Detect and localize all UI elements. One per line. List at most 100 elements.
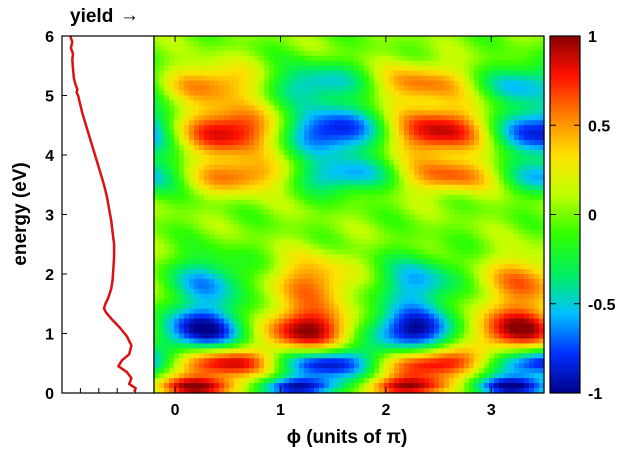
heatmap-cell bbox=[154, 278, 160, 285]
heatmap-cell bbox=[154, 115, 160, 121]
heatmap-cell bbox=[359, 155, 365, 161]
heatmap-cell bbox=[284, 209, 290, 216]
heatmap-cell bbox=[259, 214, 265, 221]
heatmap-cell bbox=[404, 224, 410, 230]
heatmap-cell bbox=[374, 283, 380, 290]
heatmap-cell bbox=[299, 264, 305, 270]
heatmap-cell bbox=[464, 323, 470, 330]
heatmap-cell bbox=[299, 194, 305, 201]
heatmap-cell bbox=[479, 169, 485, 176]
heatmap-cell bbox=[339, 80, 345, 87]
heatmap-cell bbox=[439, 264, 445, 270]
heatmap-cell bbox=[474, 120, 480, 126]
heatmap-cell bbox=[424, 199, 430, 206]
heatmap-cell bbox=[389, 140, 395, 146]
heatmap-cell bbox=[344, 130, 350, 136]
heatmap-cell bbox=[459, 204, 465, 211]
heatmap-cell bbox=[374, 343, 380, 349]
heatmap-cell bbox=[424, 90, 430, 97]
heatmap-cell bbox=[374, 239, 380, 245]
heatmap-cell bbox=[329, 293, 335, 300]
heatmap-cell bbox=[294, 269, 300, 275]
heatmap-cell bbox=[254, 100, 260, 107]
heatmap-cell bbox=[529, 110, 535, 116]
heatmap-cell bbox=[289, 179, 295, 186]
heatmap-cell bbox=[354, 244, 360, 250]
heatmap-cell bbox=[434, 274, 440, 280]
heatmap-cell bbox=[269, 209, 275, 216]
heatmap-cell bbox=[484, 130, 490, 136]
heatmap-cell bbox=[344, 95, 350, 102]
heatmap-cell bbox=[274, 259, 280, 265]
heatmap-cell bbox=[234, 85, 240, 92]
heatmap-cell bbox=[389, 249, 395, 255]
heatmap-cell bbox=[219, 323, 225, 330]
heatmap-cell bbox=[314, 249, 320, 255]
heatmap-cell bbox=[179, 259, 185, 265]
heatmap-cell bbox=[409, 40, 415, 47]
heatmap-cell bbox=[534, 303, 540, 310]
heatmap-cell bbox=[174, 318, 180, 325]
heatmap-cell bbox=[369, 85, 375, 92]
heatmap-cell bbox=[484, 155, 490, 161]
heatmap-cell bbox=[359, 65, 365, 72]
heatmap-cell bbox=[184, 159, 190, 166]
heatmap-cell bbox=[229, 45, 235, 52]
heatmap-cell bbox=[274, 145, 280, 151]
heatmap-cell bbox=[539, 234, 545, 240]
heatmap-cell bbox=[509, 323, 515, 330]
heatmap-cell bbox=[434, 100, 440, 107]
heatmap-cell bbox=[364, 269, 370, 275]
heatmap-cell bbox=[414, 229, 420, 235]
heatmap-cell bbox=[489, 174, 495, 181]
heatmap-cell bbox=[239, 249, 245, 255]
heatmap-cell bbox=[309, 150, 315, 156]
heatmap-cell bbox=[439, 169, 445, 176]
heatmap-cell bbox=[399, 348, 405, 354]
heatmap-cell bbox=[304, 298, 310, 305]
heatmap-cell bbox=[484, 303, 490, 310]
heatmap-cell bbox=[484, 274, 490, 280]
heatmap-cell bbox=[259, 283, 265, 290]
heatmap-cell bbox=[184, 55, 190, 62]
heatmap-cell bbox=[429, 323, 435, 330]
heatmap-cell bbox=[234, 323, 240, 330]
heatmap-cell bbox=[394, 264, 400, 270]
heatmap-cell bbox=[284, 249, 290, 255]
heatmap-cell bbox=[449, 40, 455, 47]
heatmap-cell bbox=[294, 318, 300, 325]
heatmap-cell bbox=[494, 219, 500, 226]
heatmap-cell bbox=[359, 298, 365, 305]
heatmap-cell bbox=[194, 115, 200, 121]
heatmap-cell bbox=[294, 323, 300, 330]
heatmap-cell bbox=[399, 174, 405, 181]
heatmap-cell bbox=[464, 140, 470, 146]
heatmap-cell bbox=[249, 60, 255, 67]
heatmap-cell bbox=[379, 45, 385, 52]
heatmap-cell bbox=[214, 214, 220, 221]
heatmap-cell bbox=[234, 65, 240, 72]
heatmap-cell bbox=[469, 150, 475, 156]
heatmap-cell bbox=[404, 254, 410, 260]
heatmap-cell bbox=[239, 95, 245, 102]
heatmap-cell bbox=[429, 254, 435, 260]
heatmap-cell bbox=[439, 189, 445, 196]
heatmap-cell bbox=[499, 105, 505, 111]
heatmap-cell bbox=[314, 70, 320, 77]
heatmap-cell bbox=[409, 110, 415, 116]
heatmap-cell bbox=[524, 60, 530, 67]
heatmap-cell bbox=[489, 80, 495, 87]
heatmap-cell bbox=[419, 204, 425, 211]
heatmap-cell bbox=[429, 288, 435, 295]
heatmap-cell bbox=[239, 135, 245, 141]
heatmap-cell bbox=[329, 70, 335, 77]
heatmap-cell bbox=[469, 145, 475, 151]
heatmap-cell bbox=[509, 80, 515, 87]
heatmap-cell bbox=[359, 184, 365, 191]
heatmap-cell bbox=[274, 313, 280, 320]
heatmap-cell bbox=[169, 234, 175, 240]
heatmap-cell bbox=[504, 159, 510, 166]
heatmap-cell bbox=[204, 204, 210, 211]
heatmap-cell bbox=[449, 244, 455, 250]
heatmap-cell bbox=[504, 313, 510, 320]
